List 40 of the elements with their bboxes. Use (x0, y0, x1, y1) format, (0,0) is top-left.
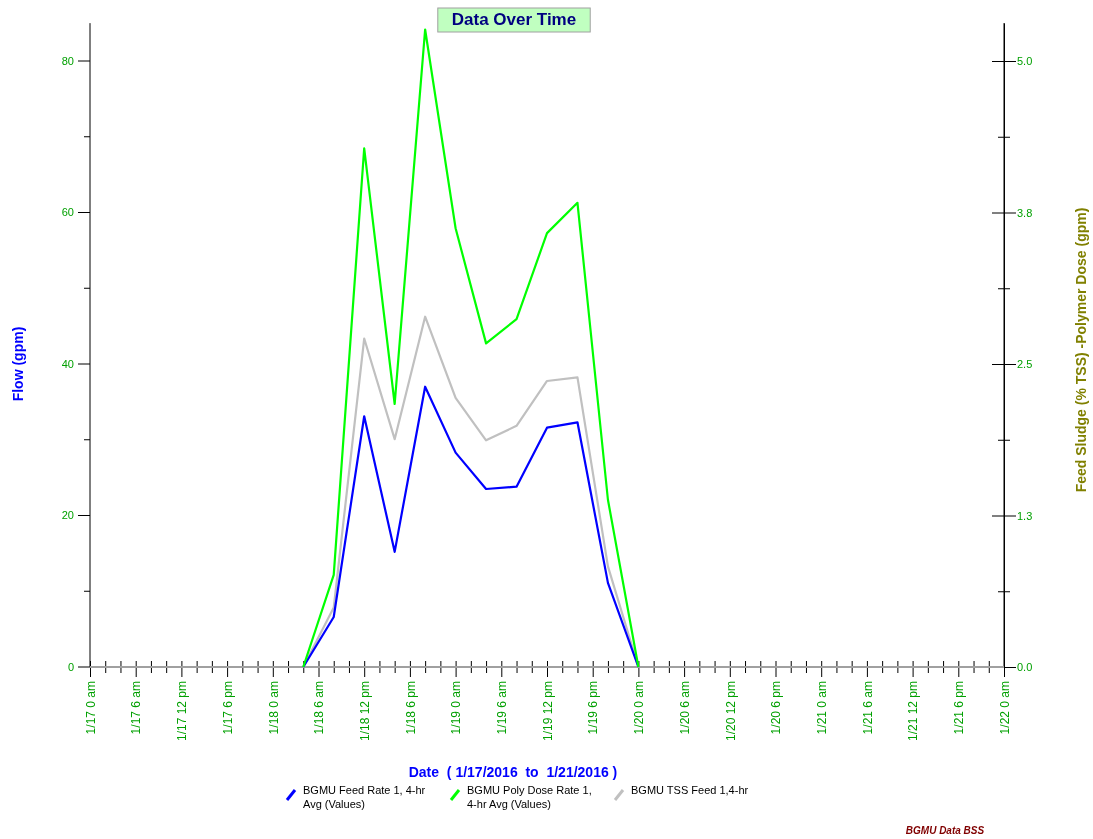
x-tick-label: 1/20 0 am (632, 681, 647, 735)
legend-label: BGMU Feed Rate 1, 4-hr Avg (Values) (303, 784, 426, 810)
y2-tick-label: 5.0 (1017, 55, 1033, 68)
x-tick-label: 1/19 6 pm (586, 681, 601, 735)
y2-tick-label: 3.8 (1017, 206, 1033, 219)
legend-label: BGMU TSS Feed 1,4-hr (631, 784, 749, 796)
x-tick-label: 1/17 6 am (129, 681, 144, 735)
x-tick-label: 1/18 0 am (266, 681, 281, 735)
x-tick-label: 1/20 6 pm (769, 681, 784, 735)
x-tick-label: 1/18 6 pm (403, 681, 418, 735)
y2-tick-label: 2.5 (1017, 358, 1033, 371)
x-tick-label: 1/21 0 am (814, 681, 829, 735)
y-tick-label: 60 (61, 206, 74, 219)
x-tick-label: 1/19 0 am (449, 681, 464, 735)
x-tick-label: 1/19 6 am (495, 681, 509, 735)
y2-tick-label: 1.3 (1017, 509, 1033, 522)
y-axis-title: Flow (gpm) (10, 326, 26, 402)
y-tick-label: 80 (61, 54, 74, 67)
x-tick-label: 1/21 6 pm (952, 681, 966, 735)
y2-tick-label: 0.0 (1017, 661, 1033, 674)
y-tick-label: 20 (61, 509, 74, 522)
x-tick-label: 1/20 12 pm (723, 681, 738, 742)
y-tick-label: 40 (61, 357, 74, 370)
x-tick-label: 1/20 6 am (677, 681, 692, 735)
chart-title: Data Over Time (451, 10, 577, 29)
x-tick-label: 1/17 0 am (83, 681, 98, 735)
y-tick-label: 0 (67, 660, 74, 673)
x-tick-label: 1/21 6 am (860, 681, 875, 735)
line-series (302, 28, 640, 669)
y2-axis-title: Feed Sludge (% TSS) -Polymer Dose (gpm) (1073, 207, 1089, 493)
x-tick-label: 1/17 12 pm (175, 681, 190, 742)
x-axis-title: Date ( 1/17/2016 to 1/21/2016 ) (408, 764, 618, 780)
x-tick-label: 1/22 0 am (997, 681, 1012, 735)
x-tick-label: 1/18 6 am (312, 681, 327, 735)
legend-label: BGMU Poly Dose Rate 1, 4-hr Avg (Values) (467, 784, 592, 810)
x-tick-label: 1/17 6 pm (220, 681, 235, 735)
x-tick-label: 1/18 12 pm (357, 681, 372, 742)
x-tick-label: 1/21 12 pm (906, 681, 921, 742)
text: BGMU Data BSS (905, 825, 985, 836)
x-tick-label: 1/19 12 pm (540, 681, 555, 742)
